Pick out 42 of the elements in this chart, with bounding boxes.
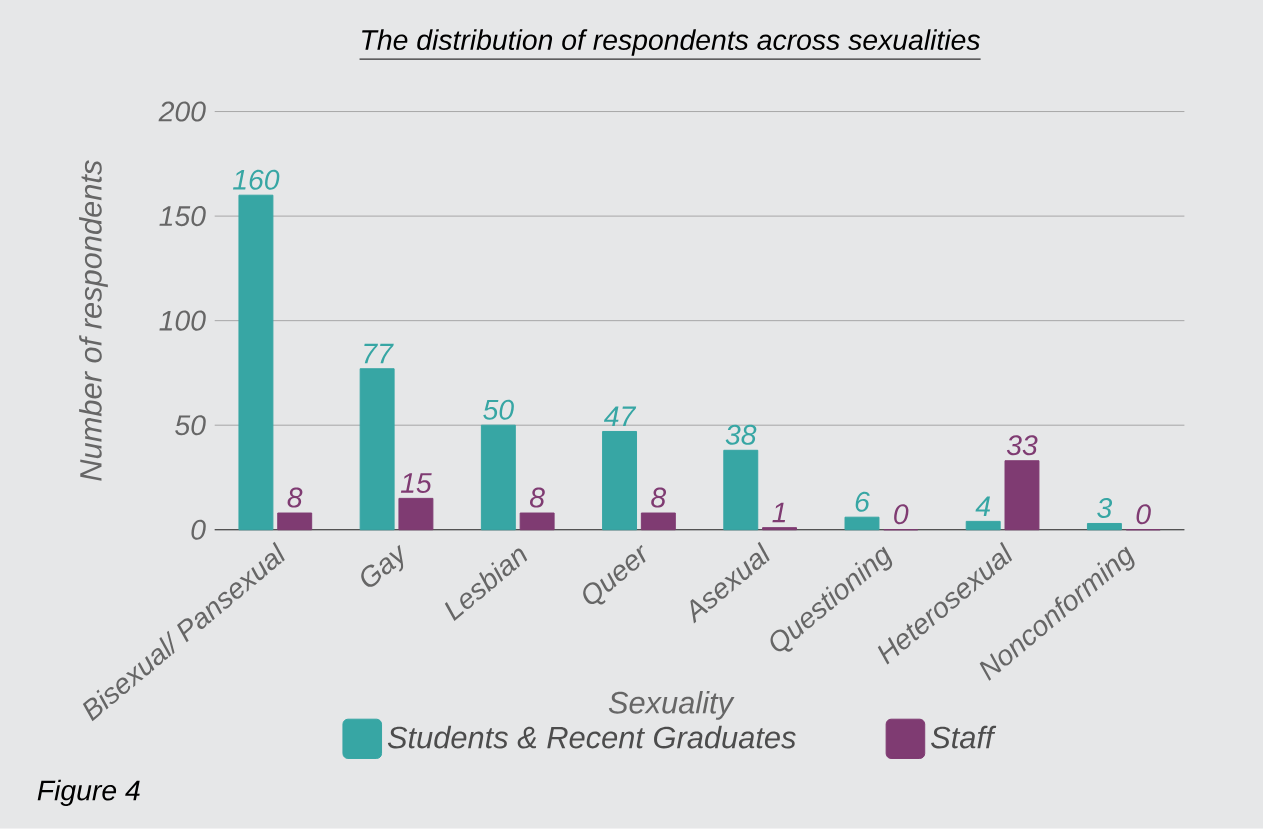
legend-label: Staff — [931, 725, 997, 749]
bar — [519, 512, 555, 531]
bar — [602, 431, 638, 531]
bar — [359, 368, 395, 531]
data-label: 47 — [603, 406, 637, 427]
legend-label: Students & Recent Graduates — [387, 725, 796, 749]
bar — [398, 498, 434, 531]
bar — [965, 521, 1001, 531]
y-tick-label: 100 — [159, 310, 206, 331]
bar — [723, 449, 759, 531]
bar — [277, 512, 313, 531]
data-label: 8 — [287, 487, 303, 508]
data-label: 4 — [975, 496, 991, 517]
data-label: 6 — [855, 491, 870, 512]
x-tick-label: Gay — [361, 545, 404, 587]
y-tick-label: 150 — [159, 206, 206, 227]
bar — [1086, 523, 1122, 531]
y-axis-title: Number of respondents — [79, 160, 108, 481]
data-label: 33 — [1006, 435, 1038, 456]
data-label: 160 — [233, 169, 280, 190]
data-label: 8 — [651, 487, 667, 508]
bar — [1004, 460, 1040, 531]
caption: Figure 4 — [37, 779, 140, 807]
bar — [238, 194, 274, 531]
data-label: 3 — [1097, 498, 1113, 519]
data-label: 77 — [364, 344, 394, 364]
chart-title: The distribution of respondents across sexualities — [362, 29, 980, 56]
data-label: 38 — [725, 424, 757, 446]
data-label: 1 — [772, 502, 786, 523]
data-label: 15 — [400, 473, 432, 494]
data-label: 50 — [483, 399, 514, 420]
data-label: 0 — [894, 504, 909, 525]
bar — [480, 424, 516, 531]
x-axis-title: Sexuality — [608, 691, 735, 720]
y-tick-label: 50 — [175, 415, 206, 436]
y-tick-label: 0 — [191, 519, 206, 540]
bar — [640, 512, 676, 531]
data-label: 8 — [529, 487, 545, 508]
data-label: 0 — [1136, 504, 1151, 525]
bar — [844, 516, 880, 531]
bar — [762, 527, 798, 531]
y-tick-label: 200 — [158, 101, 206, 122]
